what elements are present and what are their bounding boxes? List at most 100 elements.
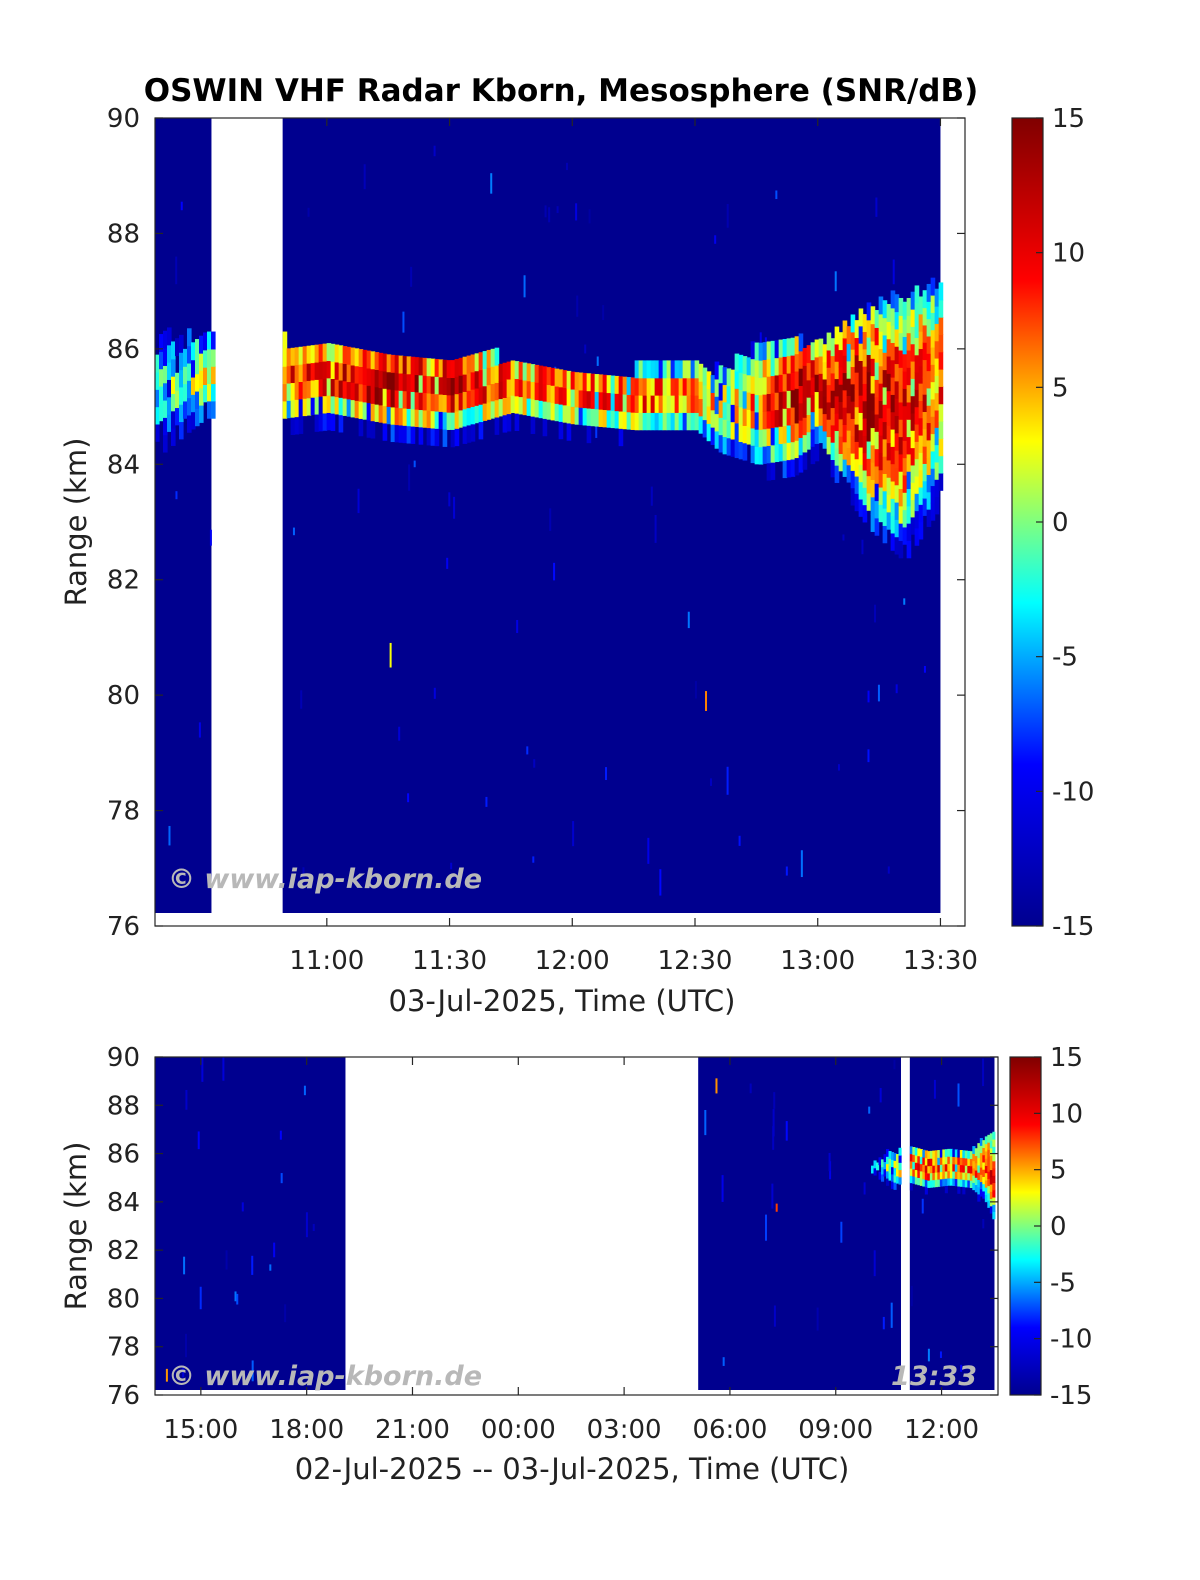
echo-cell — [938, 386, 944, 405]
echo-cell — [378, 370, 384, 389]
echo-cell — [422, 375, 428, 394]
echo-cell — [770, 340, 776, 359]
echo-cell — [838, 349, 844, 368]
noise-streak — [595, 418, 598, 438]
echo-cell — [770, 427, 776, 446]
echo-cell — [989, 1147, 993, 1156]
echo-cell — [498, 363, 504, 382]
echo-cell — [962, 1186, 966, 1195]
echo-cell — [750, 445, 756, 464]
echo-cell — [318, 378, 324, 397]
echo-cell — [969, 1172, 973, 1181]
echo-cell — [866, 337, 872, 355]
echo-cell — [906, 471, 912, 490]
echo-cell — [366, 385, 372, 404]
x-tick-label: 21:00 — [375, 1415, 450, 1445]
echo-cell — [932, 1165, 936, 1173]
echo-cell — [917, 1162, 921, 1171]
echo-cell — [790, 406, 796, 425]
colorbar-tick-label: 0 — [1052, 508, 1069, 538]
echo-cell — [486, 384, 492, 403]
colorbar-tick-label: -15 — [1050, 1381, 1092, 1411]
y-tick-label: 76 — [107, 1381, 140, 1411]
echo-cell — [766, 410, 772, 429]
noise-streak — [302, 867, 305, 879]
echo-cell — [992, 1189, 996, 1198]
noise-streak — [175, 256, 178, 285]
echo-cell — [310, 362, 316, 381]
echo-cell — [502, 362, 508, 381]
echo-cell — [290, 365, 296, 384]
echo-cell — [989, 1162, 993, 1171]
noise-streak — [714, 235, 717, 244]
echo-cell — [646, 377, 652, 396]
echo-cell — [858, 464, 864, 483]
echo-cell — [886, 338, 892, 357]
echo-cell — [934, 1172, 938, 1180]
echo-cell — [858, 446, 864, 465]
echo-cell — [338, 397, 344, 416]
echo-cell — [766, 393, 772, 412]
echo-cell — [195, 339, 200, 357]
echo-cell — [494, 364, 500, 383]
echo-cell — [850, 487, 856, 506]
echo-cell — [362, 367, 368, 386]
data-segment-background — [155, 118, 212, 913]
echo-cell — [450, 360, 456, 379]
echo-cell — [846, 412, 852, 431]
noise-streak — [605, 767, 608, 781]
echo-cell — [891, 1166, 895, 1175]
echo-cell — [909, 1168, 913, 1176]
echo-cell — [426, 410, 432, 429]
echo-cell — [782, 373, 788, 392]
echo-cell — [893, 1174, 897, 1183]
echo-cell — [794, 422, 800, 441]
echo-cell — [470, 371, 476, 390]
echo-cell — [977, 1193, 981, 1202]
echo-cell — [790, 389, 796, 408]
echo-cell — [199, 335, 204, 354]
echo-cell — [909, 1175, 913, 1184]
echo-cell — [939, 1164, 943, 1173]
echo-cell — [842, 424, 848, 443]
echo-cell — [446, 360, 452, 379]
echo-cell — [654, 395, 660, 413]
echo-cell — [374, 404, 380, 422]
echo-cell — [802, 365, 808, 384]
echo-cell — [854, 389, 860, 408]
echo-cell — [992, 1167, 996, 1176]
echo-cell — [878, 400, 884, 419]
echo-cell — [930, 450, 936, 469]
echo-cell — [326, 395, 332, 413]
echo-cell — [171, 410, 176, 429]
echo-cell — [838, 418, 844, 437]
echo-cell — [782, 442, 788, 461]
echo-cell — [930, 468, 936, 487]
echo-cell — [802, 347, 808, 366]
echo-cell — [766, 428, 772, 446]
echo-cell — [874, 500, 880, 519]
echo-cell — [498, 398, 504, 417]
echo-cell — [898, 540, 904, 559]
echo-cell — [742, 425, 748, 444]
echo-cell — [286, 400, 292, 419]
echo-cell — [947, 1170, 951, 1179]
echo-cell — [418, 374, 424, 393]
echo-cell — [382, 422, 388, 441]
echo-cell — [886, 1156, 890, 1165]
echo-cell — [957, 1156, 961, 1165]
echo-cell — [934, 479, 940, 498]
noise-streak — [269, 1264, 272, 1271]
echo-cell — [987, 1149, 991, 1158]
echo-cell — [987, 1134, 991, 1143]
noise-streak — [749, 1083, 752, 1094]
echo-cell — [939, 1149, 943, 1158]
echo-cell — [810, 376, 816, 395]
echo-cell — [882, 525, 888, 544]
echo-cell — [914, 475, 920, 494]
noise-streak — [771, 1183, 774, 1209]
echo-cell — [722, 401, 728, 420]
echo-cell — [454, 358, 460, 377]
echo-cell — [834, 395, 840, 414]
